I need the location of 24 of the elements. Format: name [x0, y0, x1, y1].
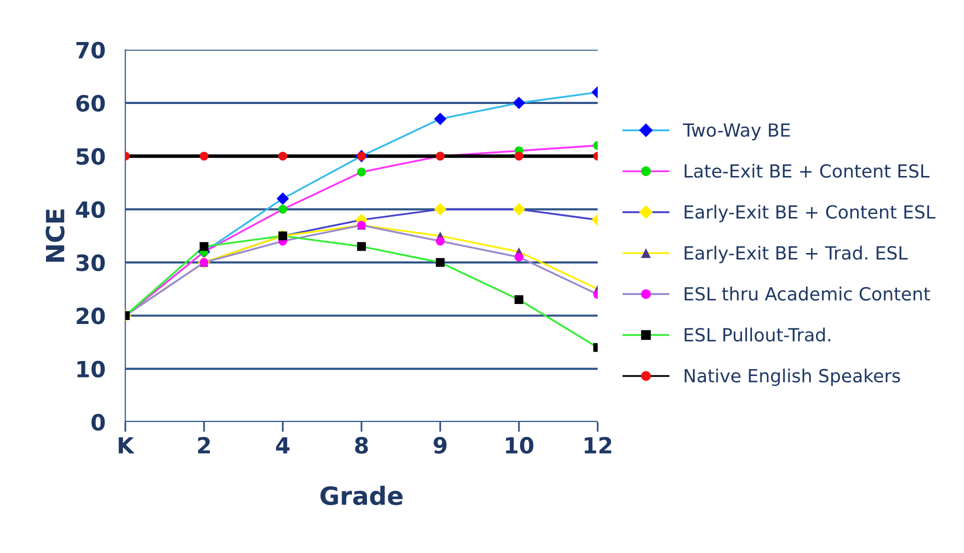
legend-label: ESL Pullout-Trad.	[684, 328, 830, 342]
x-tick-label: K	[118, 437, 135, 454]
y-tick-label: 40	[76, 201, 105, 218]
y-tick-label: 60	[76, 94, 105, 112]
legend-label: ESL thru Academic Content	[684, 286, 930, 301]
legend-label: Native English Speakers	[684, 368, 900, 386]
legend-label: Two-Way BE	[682, 123, 790, 140]
x-tick-label: 9	[434, 436, 447, 454]
y-tick-label: 0	[91, 414, 105, 431]
y-tick-label: 20	[76, 308, 105, 324]
y-tick-label: 30	[76, 254, 105, 272]
y-axis-title: NCE	[46, 210, 65, 262]
y-tick-label: 10	[77, 360, 105, 378]
x-tick-label: 12	[584, 436, 612, 454]
y-tick-label: 50	[76, 148, 105, 165]
legend-label: Early-Exit BE + Trad. ESL	[684, 246, 908, 264]
x-tick-label: 4	[276, 437, 290, 454]
legend-label: Early-Exit BE + Content ESL	[684, 204, 936, 222]
y-tick-label: 70	[76, 42, 105, 59]
legend-label: Late-Exit BE + Content ESL	[684, 164, 930, 178]
x-tick-label: 10	[506, 436, 534, 454]
x-tick-label: 2	[198, 436, 210, 454]
x-tick-label: 8	[355, 436, 368, 454]
x-axis-title: Grade	[320, 486, 403, 506]
